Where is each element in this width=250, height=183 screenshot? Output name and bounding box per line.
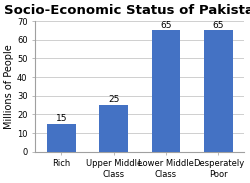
Text: 65: 65 bbox=[212, 20, 224, 29]
Y-axis label: Millions of People: Millions of People bbox=[4, 44, 14, 129]
Bar bbox=[204, 30, 233, 152]
Bar bbox=[99, 105, 128, 152]
Text: 65: 65 bbox=[160, 20, 172, 29]
Text: 15: 15 bbox=[56, 114, 67, 123]
Text: 25: 25 bbox=[108, 95, 119, 104]
Title: Socio-Economic Status of Pakistanis: Socio-Economic Status of Pakistanis bbox=[4, 4, 250, 17]
Bar bbox=[152, 30, 180, 152]
Bar bbox=[47, 124, 76, 152]
